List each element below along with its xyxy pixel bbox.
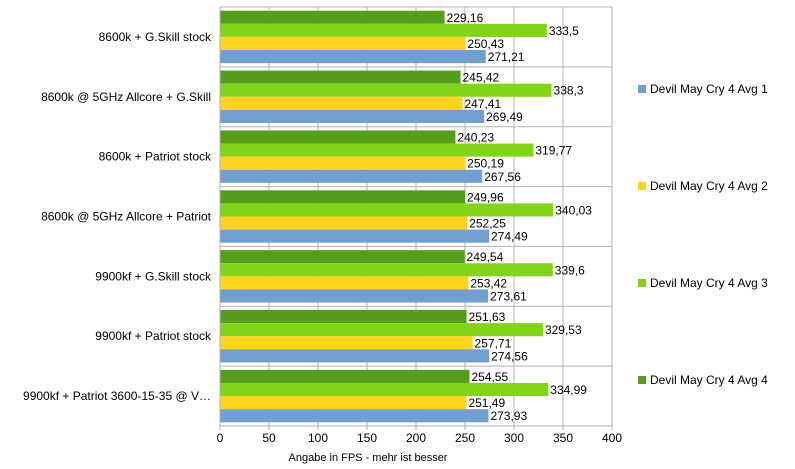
x-tick-label: 100	[308, 431, 328, 445]
category-label: 9900kf + Patriot 3600-15-35 @ V…	[23, 389, 211, 403]
x-tick-label: 250	[455, 431, 475, 445]
legend-label-avg3: Devil May Cry 4 Avg 3	[650, 276, 768, 290]
data-label: 269,49	[486, 110, 523, 124]
x-tick-label: 150	[357, 431, 377, 445]
legend-swatch-avg4	[638, 376, 646, 384]
bar-avg3	[220, 23, 547, 37]
x-tick-label: 200	[406, 431, 426, 445]
bar-series	[220, 10, 554, 423]
legend-label-avg4: Devil May Cry 4 Avg 4	[650, 373, 768, 387]
data-label: 251,49	[468, 396, 505, 410]
data-label: 338,3	[554, 84, 584, 98]
bar-avg1	[220, 409, 489, 423]
x-axis-title: Angabe in FPS - mehr ist besser	[289, 452, 448, 464]
bar-avg4	[220, 130, 456, 144]
bar-avg4	[220, 10, 445, 24]
legend-label-avg1: Devil May Cry 4 Avg 1	[650, 82, 768, 96]
bar-avg3	[220, 263, 553, 277]
bar-avg2	[220, 216, 468, 230]
bar-avg1	[220, 169, 483, 183]
bar-avg2	[220, 96, 463, 110]
bar-avg3	[220, 83, 552, 97]
category-label: 8600k + Patriot stock	[99, 150, 212, 164]
bar-avg3	[220, 382, 549, 397]
bar-avg2	[220, 36, 466, 51]
data-label: 253,42	[470, 276, 507, 290]
legend-label-avg2: Devil May Cry 4 Avg 2	[650, 179, 768, 193]
data-label: 240,23	[457, 130, 494, 144]
data-label: 247,41	[464, 97, 501, 111]
bar-avg2	[220, 336, 473, 350]
category-label: 8600k @ 5GHz Allcore + G.Skill	[41, 90, 211, 104]
legend: Devil May Cry 4 Avg 1 Devil May Cry 4 Avg…	[638, 82, 768, 387]
x-tick-label: 300	[504, 431, 524, 445]
bar-avg1	[220, 50, 486, 64]
data-label: 267,56	[484, 170, 521, 184]
bar-avg2	[220, 156, 466, 170]
bar-avg1	[220, 109, 485, 123]
bar-avg1	[220, 289, 489, 303]
data-label: 249,54	[467, 250, 504, 264]
bar-avg4	[220, 369, 470, 383]
data-label: 319,77	[535, 144, 572, 158]
legend-swatch-avg3	[638, 279, 646, 287]
bar-avg4	[220, 190, 465, 204]
data-label: 271,21	[488, 50, 525, 64]
x-tick-label: 400	[602, 431, 622, 445]
category-label: 8600k @ 5GHz Allcore + Patriot	[41, 210, 212, 224]
bar-avg4	[220, 310, 467, 324]
bar-avg3	[220, 203, 554, 217]
data-label: 273,61	[490, 290, 527, 304]
data-label: 249,96	[467, 190, 504, 204]
data-label: 257,71	[475, 336, 512, 350]
legend-swatch-avg2	[638, 182, 646, 190]
data-label: 329,53	[545, 323, 582, 337]
data-label: 333,5	[549, 24, 579, 38]
data-label: 245,42	[463, 71, 500, 85]
x-tick-labels: 0 50 100 150 200 250 300 350 400	[217, 431, 623, 445]
bar-avg2	[220, 396, 467, 410]
x-tick-label: 50	[262, 431, 276, 445]
data-label: 229,16	[447, 11, 484, 25]
category-label: 9900kf + G.Skill stock	[95, 269, 212, 283]
bar-avg4	[220, 250, 465, 264]
bar-avg1	[220, 229, 490, 243]
legend-swatch-avg1	[638, 85, 646, 93]
axes	[219, 7, 613, 430]
data-label: 251,63	[469, 310, 506, 324]
x-tick-label: 0	[217, 431, 224, 445]
bar-avg2	[220, 276, 469, 290]
data-label: 274,56	[491, 349, 528, 363]
category-label: 8600k + G.Skill stock	[99, 30, 212, 44]
data-label: 334,99	[550, 383, 587, 397]
bar-avg3	[220, 323, 543, 337]
data-label: 339,6	[555, 263, 585, 277]
data-label: 250,19	[467, 157, 504, 171]
bar-avg3	[220, 143, 534, 157]
x-tick-label: 350	[553, 431, 573, 445]
data-label: 250,43	[467, 37, 504, 51]
bar-avg4	[220, 70, 461, 84]
category-label: 9900kf + Patriot stock	[95, 329, 212, 343]
category-labels: 8600k + G.Skill stock 8600k @ 5GHz Allcor…	[23, 30, 212, 403]
data-label: 274,49	[491, 230, 528, 244]
bar-avg1	[220, 349, 490, 363]
data-label: 252,25	[469, 217, 506, 231]
data-label: 273,93	[490, 409, 527, 423]
data-label: 254,55	[471, 370, 508, 384]
data-label: 340,03	[555, 203, 592, 217]
